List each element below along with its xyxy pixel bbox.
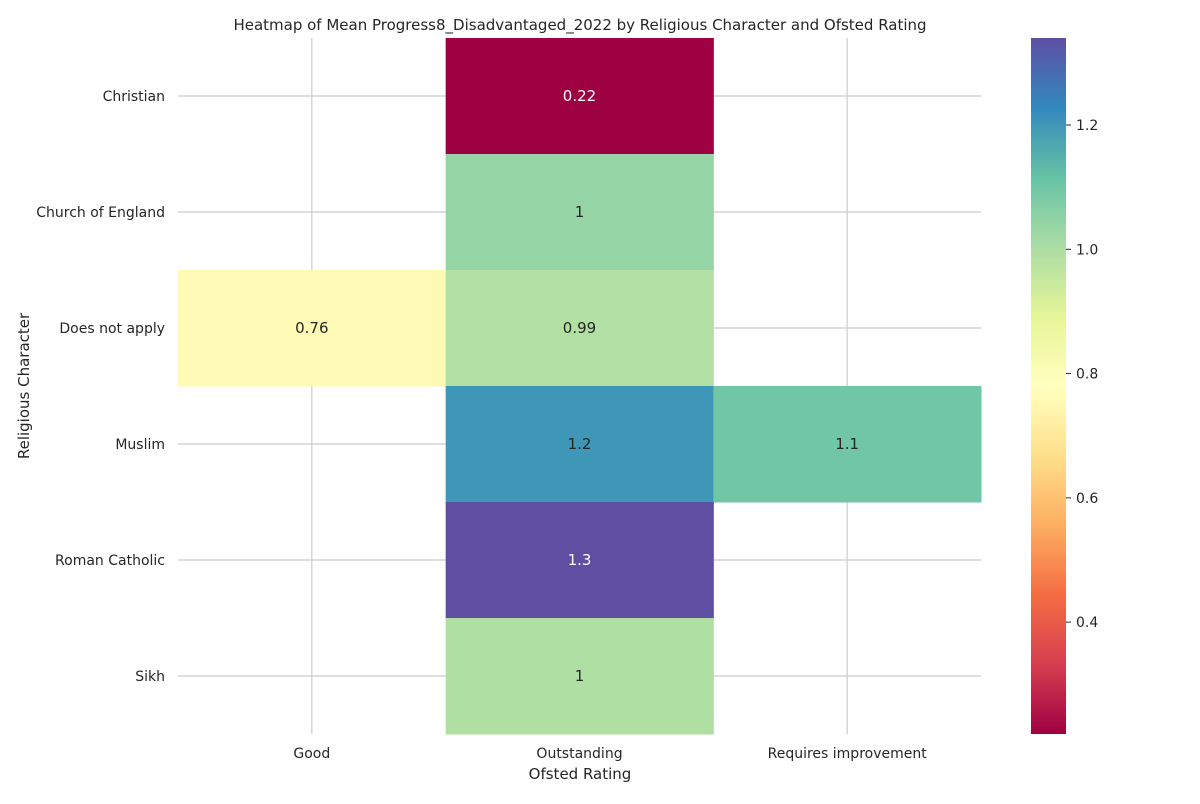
cell-value-label: 1 <box>575 667 585 685</box>
y-tick-label: Sikh <box>135 669 165 685</box>
cell-value-label: 1 <box>575 203 585 221</box>
colorbar-scale <box>1031 38 1066 734</box>
y-tick-label: Muslim <box>115 437 165 453</box>
x-tick-label: Good <box>293 746 330 762</box>
heatmap-cell <box>445 38 714 155</box>
chart-title: Heatmap of Mean Progress8_Disadvantaged_… <box>233 16 926 35</box>
x-tick-label: Outstanding <box>536 746 622 762</box>
colorbar-tick-label: 1.2 <box>1076 118 1098 134</box>
colorbar-tick-label: 0.4 <box>1076 615 1098 631</box>
heatmap-cell <box>178 270 447 387</box>
colorbar-tick-label: 1.0 <box>1076 242 1098 258</box>
heatmap-cell <box>445 154 714 271</box>
x-tick-label: Requires improvement <box>768 746 928 762</box>
x-tick-labels: Good Outstanding Requires improvement <box>293 746 927 762</box>
y-tick-labels: Christian Church of England Does not apply… <box>36 89 165 685</box>
cell-value-label: 0.99 <box>563 319 596 337</box>
y-tick-label: Christian <box>103 89 165 105</box>
heatmap-cell <box>445 386 714 503</box>
y-tick-label: Does not apply <box>59 321 165 337</box>
cell-value-label: 1.2 <box>568 435 592 453</box>
cell-value-label: 1.1 <box>835 435 859 453</box>
heatmap-cell <box>445 618 714 735</box>
cell-value-label: 0.22 <box>563 87 596 105</box>
y-tick-label: Church of England <box>36 205 165 221</box>
heatmap-cell <box>445 270 714 387</box>
colorbar-tick-label: 0.6 <box>1076 491 1098 507</box>
y-tick-label: Roman Catholic <box>55 553 165 569</box>
x-axis-label: Ofsted Rating <box>529 765 632 783</box>
colorbar-tick-label: 0.8 <box>1076 367 1098 383</box>
colorbar: 0.4 0.6 0.8 1.0 1.2 <box>1031 38 1098 734</box>
cell-value-label: 0.76 <box>295 319 328 337</box>
heatmap-cell <box>713 386 982 503</box>
heatmap-cells: 0.22 1 0.76 0.99 1.2 1.1 1.3 1 <box>178 38 982 735</box>
cell-value-label: 1.3 <box>568 551 592 569</box>
heatmap-cell <box>445 502 714 619</box>
y-axis-label: Religious Character <box>15 312 33 459</box>
